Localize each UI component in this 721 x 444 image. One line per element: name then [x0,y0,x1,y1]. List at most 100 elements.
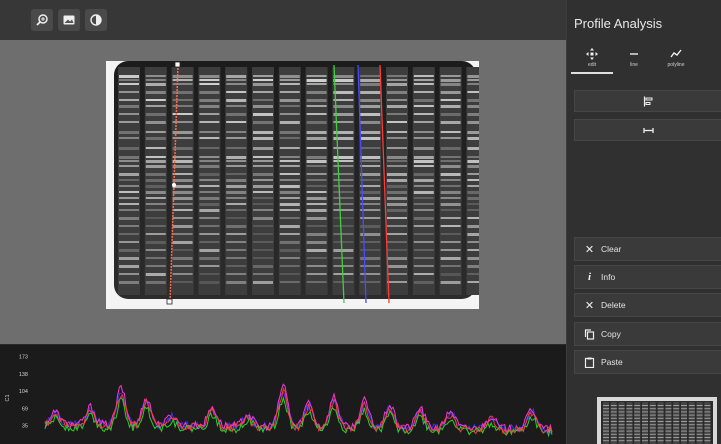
copy-button[interactable]: Copy [574,322,721,346]
thumb-band [642,433,648,435]
gel-band [387,113,407,115]
width-button[interactable] [574,119,721,141]
gel-band [306,249,327,252]
thumb-lane [688,402,695,444]
gel-band [172,217,193,219]
profile-line-2-blue[interactable] [357,64,367,304]
gel-band [279,91,300,93]
profile-line-3[interactable] [333,64,345,304]
image-viewer[interactable]: 4322 [0,0,566,344]
gel-band [333,156,354,159]
thumb-band [618,408,625,410]
image-tool-button[interactable] [58,9,80,31]
gel-band [279,79,300,81]
thumb-band [665,424,672,426]
gel-band [387,273,407,275]
gel-band [467,147,479,150]
gel-band [226,233,247,235]
move-icon [586,48,598,60]
thumb-band [603,437,609,438]
gel-band [333,179,354,181]
zoom-tool-button[interactable] [31,9,53,31]
info-button[interactable]: i Info [574,265,721,289]
gel-band [306,191,327,193]
gel-band [467,191,479,194]
thumb-band [610,414,617,416]
gel-band [413,217,434,220]
gel-band [172,179,193,182]
gel-band [467,165,479,168]
gel-band [467,225,479,228]
thumb-band [634,424,641,426]
delete-button[interactable]: ✕ Delete [574,293,721,317]
gel-band [279,137,300,139]
gel-band [387,173,407,176]
gel-thumbnail[interactable] [597,397,717,444]
gel-band [172,203,193,205]
gel-band [360,121,381,124]
tab-line[interactable]: line [613,46,655,74]
thumb-band [657,430,664,432]
gel-band [199,91,220,94]
clear-button[interactable]: ✕ Clear [574,237,721,261]
gel-band [306,121,327,124]
gel-band [440,147,461,150]
tab-polyline[interactable]: polyline [655,46,697,74]
gel-band [440,281,461,284]
gel-band [333,79,354,82]
gel-band [226,249,247,251]
gel-band [172,160,193,163]
contrast-tool-button[interactable] [85,9,107,31]
gel-band [333,137,354,140]
gel-band [226,113,247,116]
gel-band [226,241,247,243]
gel-band [467,273,479,275]
gel-band [440,113,461,116]
line-handle-bottom[interactable] [166,298,173,305]
viewer-toolbar [0,0,566,40]
gel-band [253,233,273,235]
gel-image[interactable]: 4322 [106,61,479,309]
thumb-band [688,417,695,419]
thumb-band [657,417,664,419]
gel-canvas[interactable]: 4322 [106,61,479,309]
tab-edit[interactable]: edit [571,46,613,74]
gel-band [145,191,166,194]
thumb-band [618,427,625,429]
gel-band [145,217,166,219]
info-label: Info [601,272,616,282]
gel-band [253,257,273,259]
gel-band [440,197,461,199]
thumb-band [673,427,680,429]
profile-line-2-red[interactable] [379,64,390,304]
gel-band [467,105,479,108]
paste-button[interactable]: Paste [574,350,721,374]
thumb-band [665,437,672,438]
gel-band [279,75,300,78]
thumb-band [618,440,625,442]
gel-band [119,121,139,123]
gel-band [172,173,193,175]
gel-band [226,79,247,81]
gel-band [226,217,247,219]
line-handle-top[interactable] [174,61,181,68]
gel-band [413,241,434,243]
gel-band [413,147,434,150]
thumb-band [688,433,695,435]
gel-band [145,249,166,251]
line-handle-mid[interactable] [172,183,176,187]
gel-band [440,160,461,162]
gel-band [360,185,381,187]
gel-band [145,160,166,163]
gel-band [145,197,166,199]
align-button[interactable] [574,90,721,112]
gel-band [467,241,479,243]
profile-line-4[interactable] [169,64,179,304]
gel-band [279,156,300,158]
thumb-band [681,411,687,413]
thumb-band [610,440,617,442]
gel-band [279,173,300,175]
gel-band [413,113,434,115]
gel-band [440,203,461,206]
